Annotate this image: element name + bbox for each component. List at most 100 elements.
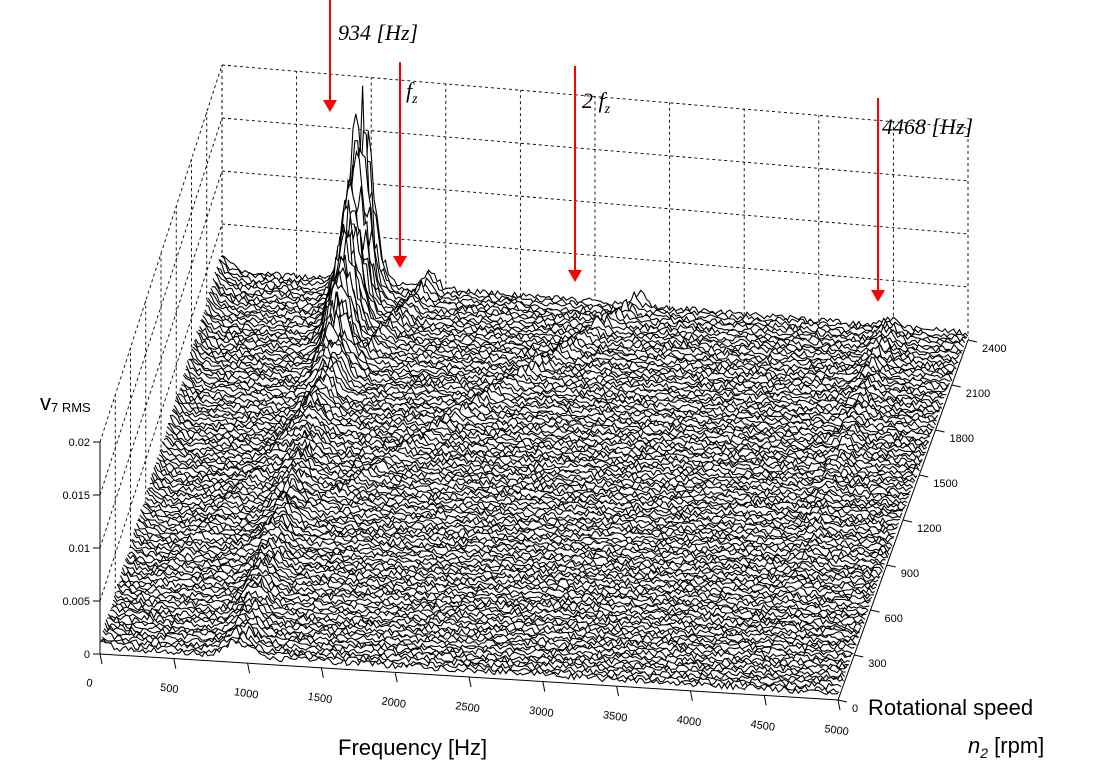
- trace-line: [131, 538, 872, 602]
- z-axis-ticks: 0 0.005 0.01 0.015 0.02: [62, 437, 100, 661]
- trace-line: [198, 291, 944, 406]
- y-axis-ticks: 0 300 600 900 1200 1500 1800 2100 2400: [837, 339, 1006, 715]
- trace-line: [209, 216, 956, 373]
- grid-line: [99, 223, 223, 602]
- x-tick-mark: [542, 681, 546, 692]
- trace-line: [110, 608, 849, 667]
- x-tick-mark: [394, 672, 398, 683]
- trace-line: [170, 414, 915, 484]
- y-tick-mark: [837, 699, 848, 703]
- waterfall-surface: [99, 85, 969, 700]
- trace-fill: [124, 561, 864, 628]
- trace-fill: [119, 578, 859, 643]
- z-tick-label: 0.02: [69, 437, 90, 449]
- trace-line: [185, 366, 930, 444]
- trace-fill: [100, 639, 838, 700]
- z-axis-label-main: v: [40, 390, 51, 415]
- grid-line: [99, 117, 223, 496]
- trace-fill: [172, 410, 915, 487]
- x-tick-mark: [468, 676, 472, 688]
- y-tick-label: 300: [868, 658, 886, 670]
- x-tick-label: 2000: [381, 695, 407, 710]
- trace-line: [186, 355, 932, 437]
- trace-line: [136, 522, 878, 588]
- trace-line: [129, 546, 870, 608]
- trace-line: [200, 280, 946, 398]
- grid-line: [99, 170, 223, 549]
- annotation-arrows: [323, 0, 885, 302]
- x-tick-label: 0: [86, 677, 94, 690]
- x-tick-mark: [837, 699, 841, 711]
- trace-fill: [115, 591, 855, 655]
- annotation-fz-main: f: [406, 78, 415, 103]
- annotation-934hz: 934 [Hz]: [338, 20, 418, 45]
- trace-line: [196, 312, 942, 412]
- trace-line: [119, 574, 861, 635]
- trace-fill: [106, 619, 845, 682]
- trace-line: [137, 519, 879, 585]
- trace-fill: [189, 352, 934, 436]
- trace-line: [120, 571, 862, 634]
- trace-fill: [153, 467, 896, 541]
- z-tick-label: 0.005: [62, 596, 90, 608]
- x-tick-mark: [616, 686, 620, 697]
- trace-line: [107, 615, 846, 674]
- trace-line: [153, 466, 896, 536]
- trace-fill: [191, 342, 936, 430]
- y-tick-label: 2100: [966, 388, 990, 400]
- trace-fill: [104, 625, 843, 688]
- trace-fill: [109, 613, 848, 673]
- trace-line: [146, 489, 889, 558]
- y-tick-mark: [967, 339, 978, 343]
- x-axis-ticks: 0 500 1000 1500 2000 2500 3000 3500 4000 4500 5000: [86, 653, 849, 738]
- x-tick-label: 500: [159, 682, 179, 696]
- trace-fill: [135, 529, 876, 595]
- trace-fill: [220, 131, 966, 346]
- trace-line: [189, 346, 935, 429]
- z-axis-label: v7 RMS: [40, 390, 91, 415]
- x-axis-label: Frequency [Hz]: [338, 735, 487, 760]
- grid-line: [221, 170, 969, 235]
- trace-fill: [105, 622, 844, 685]
- y-axis-sub: 2: [979, 745, 988, 761]
- grid-line: [99, 64, 223, 443]
- z-axis-label-sub: 7 RMS: [51, 400, 91, 415]
- y-tick-mark: [902, 519, 913, 523]
- y-tick-mark: [919, 474, 929, 478]
- x-tick-label: 1000: [233, 686, 259, 701]
- x-tick-mark: [99, 653, 103, 665]
- trace-line: [99, 638, 839, 696]
- y-tick-label: 0: [852, 703, 858, 715]
- y-tick-label: 900: [901, 568, 919, 580]
- trace-line: [159, 449, 903, 520]
- trace-line: [127, 553, 868, 616]
- trace-line: [124, 559, 865, 625]
- arrow-head: [568, 270, 582, 282]
- x-tick-mark: [247, 663, 251, 674]
- trace-line: [166, 426, 910, 498]
- y-axis-var: n: [968, 733, 980, 758]
- trace-line: [163, 437, 907, 507]
- z-tick-label: 0: [84, 649, 90, 661]
- trace-line: [104, 621, 844, 682]
- trace-fill: [218, 148, 965, 349]
- annotation-2fz: 2 fz: [582, 88, 611, 117]
- annotation-2fz-sub: z: [604, 102, 611, 117]
- trace-line: [149, 482, 892, 549]
- x-tick-mark: [763, 695, 767, 706]
- annotation-4468hz: 4468 [Hz]: [882, 114, 973, 139]
- y-tick-label: 2400: [982, 343, 1006, 355]
- trace-line: [154, 464, 897, 534]
- grid-line: [221, 64, 969, 129]
- y-axis-label: Rotational speed: [868, 695, 1033, 720]
- trace-line: [152, 472, 895, 541]
- trace-fill: [175, 400, 919, 478]
- trace-line: [102, 626, 842, 687]
- z-tick-label: 0.01: [69, 543, 90, 555]
- x-tick-label: 1500: [307, 691, 333, 706]
- y-tick-mark: [854, 654, 864, 658]
- y-axis-unit: [rpm]: [988, 733, 1044, 758]
- trace-line: [164, 435, 908, 505]
- z-tick-label: 0.015: [62, 490, 90, 502]
